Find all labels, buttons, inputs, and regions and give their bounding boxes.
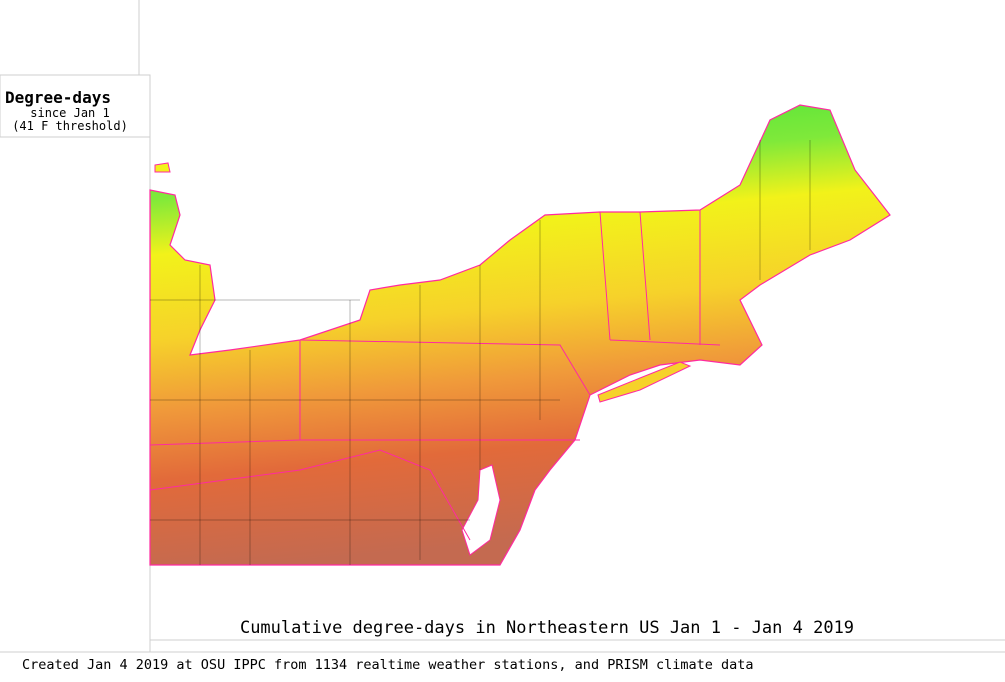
county-lines	[150, 140, 811, 565]
long-island	[597, 361, 692, 403]
legend-title: Degree-days	[5, 88, 111, 107]
landmass	[149, 104, 891, 566]
map	[149, 104, 891, 566]
upper-peninsula	[154, 162, 171, 173]
footer-note: Created Jan 4 2019 at OSU IPPC from 1134…	[22, 657, 754, 673]
legend-subtitle: since Jan 1	[30, 106, 109, 120]
legend-threshold: (41 F threshold)	[12, 119, 128, 133]
chesapeake-bay	[461, 464, 501, 556]
map-caption: Cumulative degree-days in Northeastern U…	[240, 618, 854, 638]
